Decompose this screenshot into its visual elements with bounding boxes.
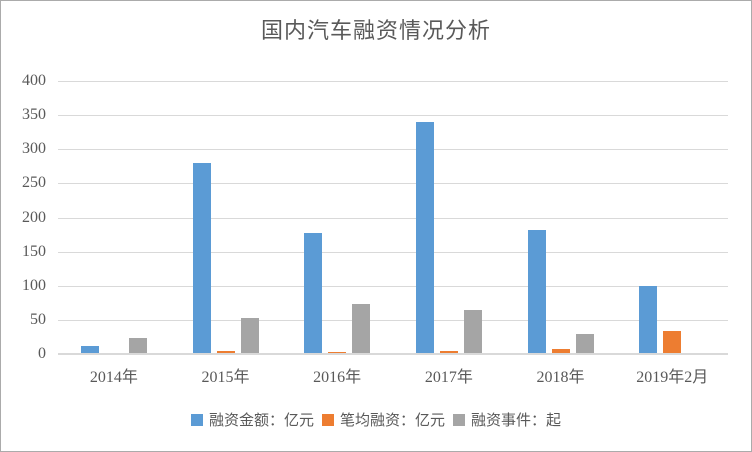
legend-swatch-funding-amount — [190, 413, 203, 426]
legend-label-funding-events: 融资事件：起 — [471, 413, 562, 429]
gridline — [58, 217, 728, 219]
legend-label-funding-amount: 融资金额：亿元 — [208, 413, 314, 429]
bar-funding-amount[interactable] — [304, 232, 323, 354]
bar-avg-funding[interactable] — [328, 351, 347, 354]
bar-groups — [58, 81, 728, 354]
legend-item-funding-amount[interactable]: 融资金额：亿元 — [190, 409, 314, 430]
x-tick-label-6: 2019年2月 — [636, 369, 709, 386]
y-tick-label-250: 250 — [22, 174, 46, 192]
bar-group-2 — [170, 81, 282, 354]
bar-funding-events[interactable] — [240, 317, 259, 354]
bar-group-4 — [393, 81, 505, 354]
bar-group-3 — [281, 81, 393, 354]
x-axis-labels: 2014年 2015年 2016年 2017年 2018年 2019年2月 — [58, 363, 728, 387]
bar-group-1 — [58, 81, 170, 354]
y-tick-label-350: 350 — [22, 106, 46, 124]
x-axis-line — [58, 353, 728, 355]
gridline — [58, 285, 728, 287]
y-tick-label-400: 400 — [22, 72, 46, 89]
bar-funding-amount[interactable] — [639, 285, 658, 354]
legend-item-funding-events[interactable]: 融资事件：起 — [453, 409, 561, 430]
bar-funding-events[interactable] — [463, 310, 482, 354]
gridline — [58, 115, 728, 117]
bar-avg-funding[interactable] — [439, 350, 458, 354]
bar-avg-funding[interactable] — [216, 350, 235, 354]
legend: 融资金额：亿元 笔均融资：亿元 融资事件：起 — [1, 409, 751, 430]
gridline — [58, 149, 728, 151]
gridline — [58, 81, 728, 82]
y-tick-label-300: 300 — [22, 140, 46, 158]
y-tick-label-200: 200 — [22, 208, 46, 226]
bar-funding-amount[interactable] — [527, 229, 546, 354]
bar-group-6 — [616, 81, 728, 354]
x-tick-label-1: 2014年 — [89, 369, 138, 386]
legend-swatch-funding-events — [453, 413, 465, 426]
y-tick-label-50: 50 — [30, 310, 46, 328]
legend-label-avg-funding: 笔均融资：亿元 — [339, 413, 445, 429]
y-tick-label-150: 150 — [22, 242, 46, 260]
bar-funding-amount[interactable] — [192, 162, 211, 354]
gridline — [58, 183, 728, 185]
bar-funding-amount[interactable] — [415, 121, 434, 354]
y-tick-label-100: 100 — [22, 276, 46, 294]
plot-area: 0 50 100 150 200 250 300 350 400 — [22, 73, 728, 362]
gridline — [58, 251, 728, 253]
y-tick-label-0: 0 — [38, 345, 46, 362]
legend-item-avg-funding[interactable]: 笔均融资：亿元 — [321, 409, 445, 430]
bar-funding-events[interactable] — [128, 338, 147, 354]
bar-avg-funding[interactable] — [551, 349, 570, 354]
x-tick-label-2: 2015年 — [201, 369, 250, 386]
legend-swatch-avg-funding — [321, 413, 334, 426]
bar-funding-events[interactable] — [352, 304, 371, 354]
x-tick-label-3: 2016年 — [313, 369, 362, 386]
gridline — [58, 319, 728, 321]
bar-funding-amount[interactable] — [80, 345, 99, 354]
x-tick-label-4: 2017年 — [424, 369, 473, 386]
bar-group-5 — [505, 81, 617, 354]
bar-avg-funding[interactable] — [663, 331, 682, 354]
chart-title: 国内汽车融资情况分析 — [260, 18, 491, 43]
x-tick-label-5: 2018年 — [536, 369, 585, 386]
bar-funding-events[interactable] — [575, 334, 594, 354]
